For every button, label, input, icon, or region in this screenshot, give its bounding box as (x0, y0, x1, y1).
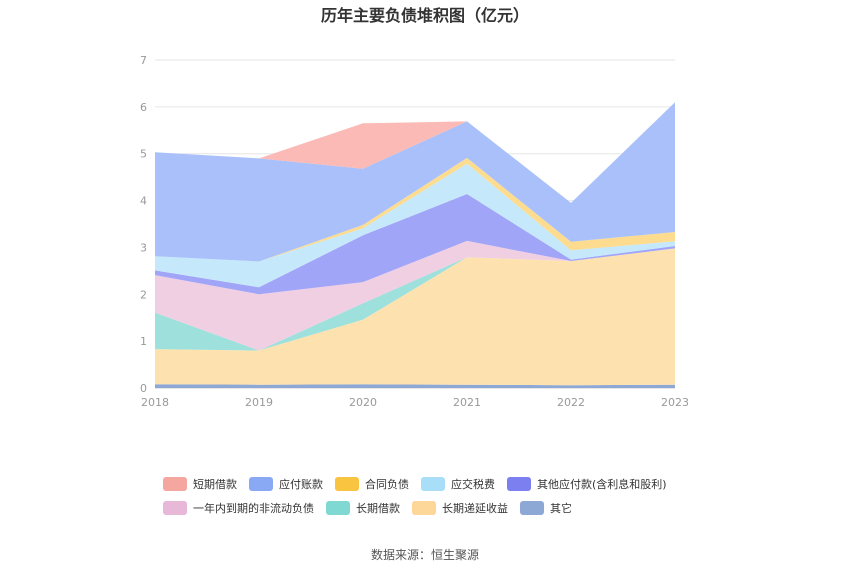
area-应交税费 (155, 163, 675, 288)
legend-label: 应交税费 (451, 478, 495, 491)
legend-label: 其它 (550, 502, 572, 515)
legend-item[interactable]: 其他应付款(含利息和股利) (507, 476, 667, 492)
y-axis-ticks: 0 1 2 3 4 5 6 7 (140, 54, 147, 395)
x-tick-label: 2018 (141, 396, 169, 409)
legend-swatch (520, 501, 544, 515)
legend-label: 长期借款 (356, 502, 400, 515)
area-长期借款 (155, 248, 675, 351)
y-tick-label: 6 (140, 101, 147, 114)
x-axis-ticks: 2018 2019 2020 2021 2022 2023 (141, 396, 689, 409)
legend-item[interactable]: 应付账款 (249, 476, 323, 492)
y-tick-label: 2 (140, 288, 147, 301)
x-tick-label: 2021 (453, 396, 481, 409)
legend-swatch (249, 477, 273, 491)
y-tick-label: 0 (140, 382, 147, 395)
legend-swatch (421, 477, 445, 491)
chart-title: 历年主要负债堆积图（亿元） (320, 6, 529, 25)
area-series (155, 102, 675, 388)
legend-swatch (163, 501, 187, 515)
legend-row-1: 短期借款 应付账款 合同负债 应交税费 其他应付款(含利息和股利) (163, 472, 723, 496)
area-其它 (155, 384, 675, 388)
legend-item[interactable]: 一年内到期的非流动负债 (163, 500, 314, 516)
x-tick-label: 2019 (245, 396, 273, 409)
area-长期递延收益 (155, 248, 675, 386)
area-其他应付款(含利息和股利) (155, 194, 675, 295)
legend-swatch (335, 477, 359, 491)
stacked-area-chart: 0 1 2 3 4 5 6 7 2018 2019 2020 2021 2022 2023 (140, 54, 689, 409)
legend-item[interactable]: 其它 (520, 500, 572, 516)
legend-swatch (163, 477, 187, 491)
x-tick-label: 2020 (349, 396, 377, 409)
legend-row-2: 一年内到期的非流动负债 长期借款 长期递延收益 其它 (163, 496, 723, 520)
legend-item[interactable]: 短期借款 (163, 476, 237, 492)
area-应付账款 (155, 102, 675, 262)
legend-swatch (412, 501, 436, 515)
x-tick-label: 2023 (661, 396, 689, 409)
y-tick-label: 1 (140, 335, 147, 348)
data-source: 数据来源：恒生聚源 (370, 548, 479, 562)
y-tick-label: 7 (140, 54, 147, 67)
y-tick-label: 5 (140, 148, 147, 161)
legend-label: 长期递延收益 (442, 502, 508, 515)
y-tick-label: 3 (140, 241, 147, 254)
legend-item[interactable]: 合同负债 (335, 476, 409, 492)
legend-label: 一年内到期的非流动负债 (193, 502, 314, 515)
y-tick-label: 4 (140, 195, 147, 208)
area-一年内到期的非流动负债 (155, 240, 675, 351)
legend: 短期借款 应付账款 合同负债 应交税费 其他应付款(含利息和股利) 一年内到期的非流动负… (163, 472, 723, 520)
legend-swatch (507, 477, 531, 491)
legend-label: 短期借款 (193, 478, 237, 491)
legend-item[interactable]: 长期递延收益 (412, 500, 508, 516)
legend-item[interactable]: 应交税费 (421, 476, 495, 492)
legend-label: 合同负债 (365, 478, 409, 491)
legend-label: 应付账款 (279, 478, 323, 491)
legend-swatch (326, 501, 350, 515)
legend-label: 其他应付款(含利息和股利) (537, 478, 667, 491)
legend-item[interactable]: 长期借款 (326, 500, 400, 516)
x-tick-label: 2022 (557, 396, 585, 409)
